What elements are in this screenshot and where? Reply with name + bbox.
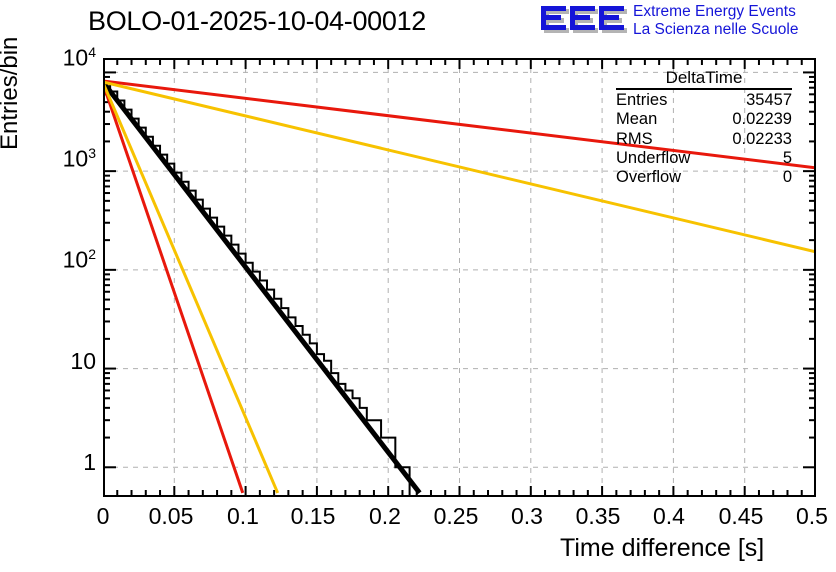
stats-divider [616,88,792,91]
stats-row: Overflow 0 [616,168,792,187]
eee-logo-line2: La Scienza nelle Scuole [633,21,799,38]
y-tick-1: 1 [83,449,96,475]
eee-logo-text: Extreme Energy Events La Scienza nelle S… [633,3,798,39]
plot-svg [103,58,816,497]
x-tick-01: 0.1 [227,503,259,529]
stats-row-key: Underflow [616,148,691,167]
stats-row-value: 0.02239 [732,110,792,129]
series-band-yellow-shallow [103,80,816,254]
stats-row: Underflow 5 [616,149,792,168]
series-fit-yellow-steep [103,81,280,494]
x-tick-03: 0.3 [511,503,543,529]
stats-box: DeltaTime Entries 35457 Mean 0.02239 RMS 0.02… [616,68,792,187]
stats-row-key: RMS [616,129,653,148]
stats-row: Mean 0.02239 [616,110,792,129]
x-tick-035: 0.35 [575,503,621,529]
x-tick-0: 0 [96,503,110,529]
x-tick-05: 0.5 [796,503,828,529]
stats-row-value: 35457 [746,91,792,110]
x-tick-04: 0.4 [653,503,685,529]
y-tick-10: 10 [70,348,96,374]
series-band-red-shallow [103,79,816,170]
x-tick-025: 0.25 [433,503,479,529]
eee-logo: Extreme Energy Events La Scienza nelle S… [540,2,836,42]
stats-row: RMS 0.02233 [616,130,792,149]
y-axis-tick-labels: 104 103 102 10 1 [0,0,96,572]
y-tick-100: 102 [62,246,96,273]
stats-row-value: 5 [782,148,792,167]
stats-row: Entries 35457 [616,91,792,110]
x-tick-02: 0.2 [369,503,401,529]
plot-frame [103,58,816,497]
x-tick-015: 0.15 [290,503,336,529]
eee-logo-mark [541,6,627,33]
plot-area [103,58,816,497]
x-tick-005: 0.05 [148,503,194,529]
y-tick-10000: 104 [62,44,96,71]
stats-row-value: 0.02233 [732,129,792,148]
stats-row-key: Entries [616,91,668,110]
x-axis-title: Time difference [s] [560,534,765,562]
stats-row-key: Mean [616,110,658,129]
stats-title: DeltaTime [665,68,743,87]
stats-row-value: 0 [782,168,792,187]
series-fit-red-steep [103,83,245,494]
x-tick-045: 0.45 [718,503,764,529]
y-tick-1000: 103 [62,145,96,172]
eee-logo-line1: Extreme Energy Events [633,3,796,20]
histogram-outline [103,81,417,497]
stats-rows: Entries 35457 Mean 0.02239 RMS 0.02233 Underfl… [616,91,792,187]
stats-row-key: Overflow [616,168,682,187]
page-title: BOLO-01-2025-10-04-00012 [88,6,427,36]
series-fit-black [103,80,422,495]
